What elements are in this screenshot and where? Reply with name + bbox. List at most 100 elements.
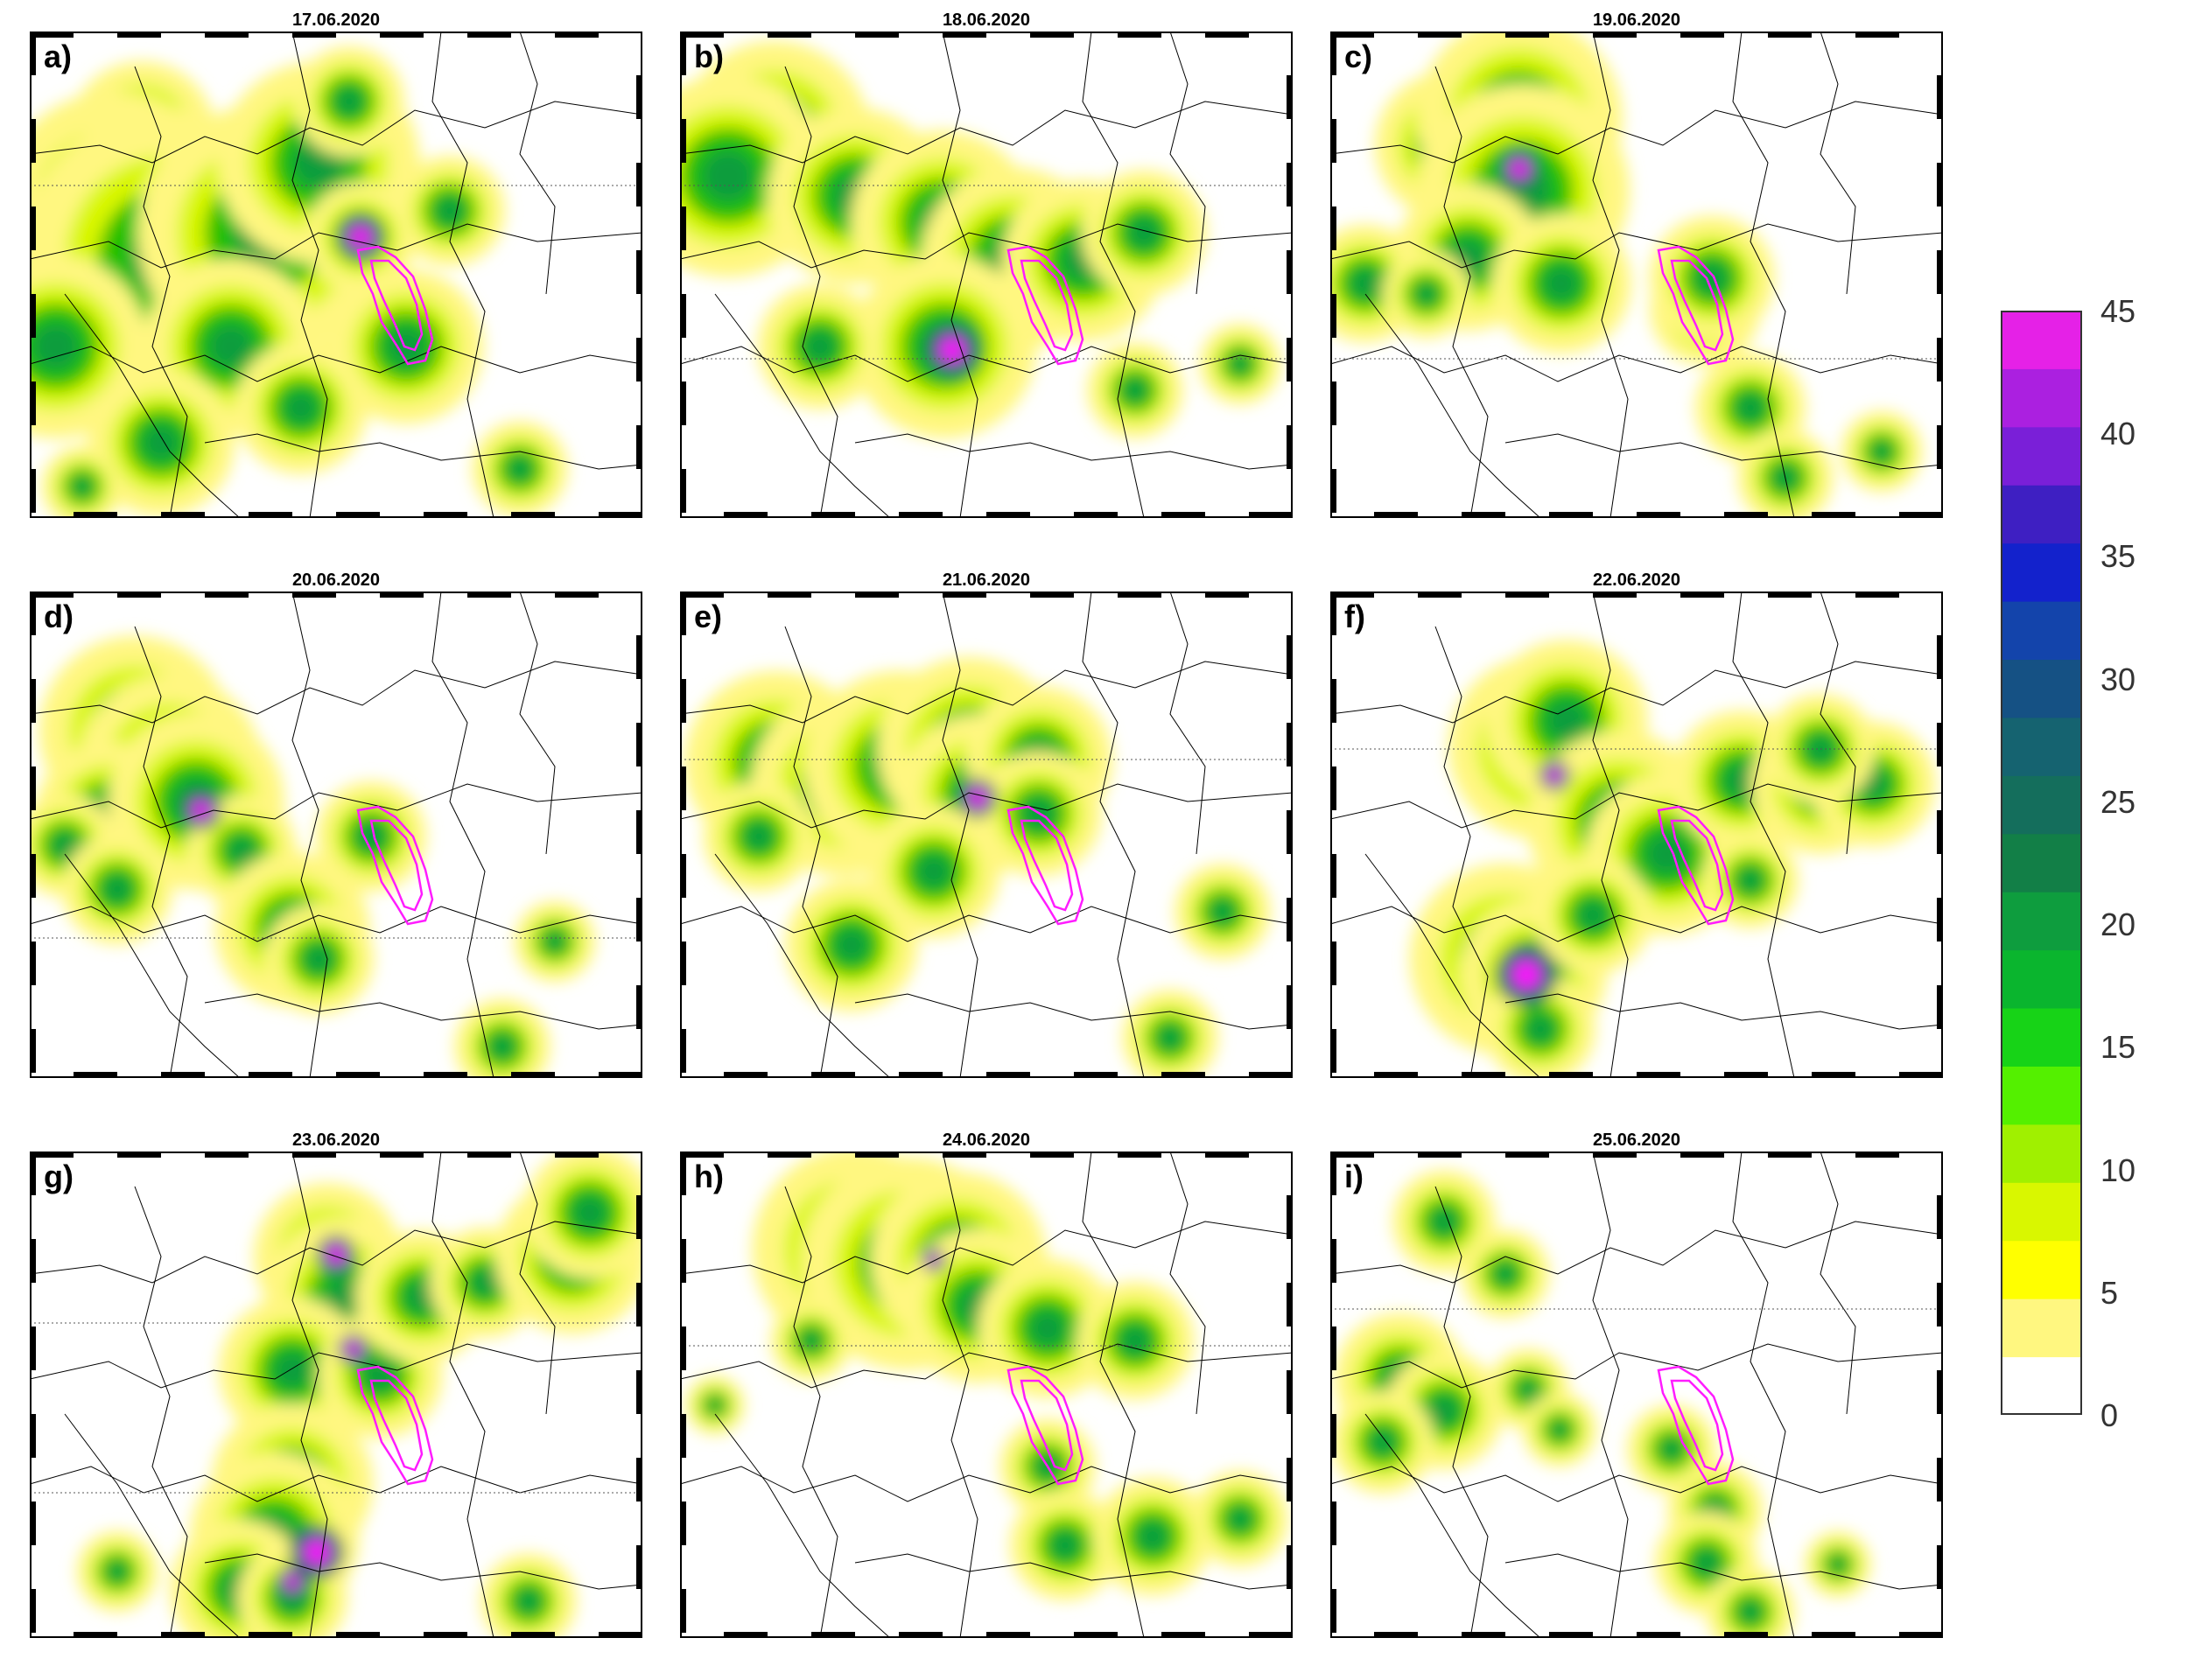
country-borders — [1330, 32, 1943, 518]
precipitation-cell — [785, 878, 918, 1012]
panel-letter: b) — [694, 38, 724, 74]
colorbar-step — [2001, 601, 2082, 661]
panel-letter: g) — [44, 1158, 74, 1194]
country-borders — [30, 32, 642, 518]
map-panel: 23.06.2020 g) — [30, 1130, 642, 1638]
colorbar-step — [2001, 1066, 2082, 1125]
panel-letter: c) — [1344, 38, 1373, 74]
map-frame-ticks — [1330, 32, 1943, 518]
colorbar-tick-label: 5 — [2100, 1274, 2119, 1311]
map-panel: 18.06.2020 b) — [680, 10, 1293, 518]
colorbar-tick-label: 30 — [2100, 661, 2136, 697]
colorbar-step — [2001, 1298, 2082, 1358]
panel-date-title: 22.06.2020 — [1592, 570, 1681, 590]
precipitation-cell — [41, 445, 123, 518]
precipitation-core — [922, 1248, 946, 1272]
panel-date-title: 24.06.2020 — [942, 1130, 1031, 1150]
precipitation-cell — [472, 421, 568, 517]
map-panel: 22.06.2020 f) — [1330, 570, 1943, 1078]
panel-letter: h) — [694, 1158, 724, 1194]
map-panel: 24.06.2020 h) — [680, 1130, 1293, 1638]
colorbar-step — [2001, 775, 2082, 835]
precipitation-core — [1500, 150, 1539, 188]
colorbar — [2001, 311, 2082, 1415]
precipitation-cell — [480, 1553, 577, 1638]
precipitation-core — [337, 214, 384, 261]
precipitation-cell — [1175, 864, 1271, 960]
precipitation-cell — [514, 900, 596, 983]
precipitation-cell — [523, 1152, 642, 1279]
map-panel: 21.06.2020 e) — [680, 570, 1293, 1078]
precipitation-cell — [1010, 1490, 1120, 1600]
colorbar-step — [2001, 1008, 2082, 1067]
precipitation-map — [680, 32, 1293, 518]
precipitation-map — [1330, 1152, 1943, 1638]
precipitation-cell — [704, 781, 814, 892]
precipitation-core — [1495, 943, 1558, 1006]
map-frame-ticks — [30, 1152, 642, 1638]
panel-letter: e) — [694, 598, 723, 634]
panel-date-title: 25.06.2020 — [1592, 1130, 1681, 1150]
map-frame-ticks — [1330, 1152, 1943, 1638]
colorbar-tick-label: 0 — [2100, 1397, 2119, 1433]
colorbar-step — [2001, 485, 2082, 544]
precipitation-cell — [757, 284, 883, 410]
map-frame-ticks — [680, 32, 1293, 518]
country-borders — [680, 32, 1293, 518]
country-borders — [680, 592, 1293, 1078]
map-panel: 19.06.2020 c) — [1330, 10, 1943, 518]
colorbar-step — [2001, 717, 2082, 776]
precipitation-cell — [1461, 1229, 1550, 1319]
panel-date-title: 20.06.2020 — [291, 570, 381, 590]
map-panel: 17.06.2020 a) — [30, 10, 642, 518]
colorbar-step — [2001, 892, 2082, 951]
country-borders — [1330, 592, 1943, 1078]
panel-date-title: 18.06.2020 — [942, 10, 1031, 30]
panel-date-title: 23.06.2020 — [291, 1130, 381, 1150]
colorbar-step — [2001, 659, 2082, 718]
precipitation-cell — [1382, 249, 1471, 339]
precipitation-cell — [685, 1376, 745, 1435]
map-frame-ticks — [30, 592, 642, 1078]
panel-letter: f) — [1344, 598, 1365, 634]
precipitation-core — [317, 1236, 355, 1274]
precipitation-cell — [76, 1530, 158, 1613]
precipitation-core — [338, 1334, 369, 1365]
precipitation-cell — [316, 781, 426, 892]
river-basin-outline — [1006, 805, 1084, 926]
precipitation-cell — [1765, 694, 1876, 804]
precipitation-cell — [1702, 832, 1799, 928]
river-basin-outline — [356, 1365, 434, 1486]
river-basin-outline — [356, 805, 434, 926]
colorbar-tick-label: 20 — [2100, 906, 2136, 943]
precipitation-cell — [1122, 990, 1218, 1078]
country-borders — [680, 1152, 1293, 1638]
colorbar-tick-label: 10 — [2100, 1152, 2136, 1188]
precipitation-map — [1330, 32, 1943, 518]
river-basin-outline — [1657, 1365, 1735, 1486]
panel-date-title: 17.06.2020 — [291, 10, 381, 30]
colorbar-step — [2001, 542, 2082, 602]
precipitation-core — [277, 1566, 308, 1598]
colorbar-step — [2001, 1356, 2082, 1415]
colorbar-step — [2001, 1182, 2082, 1242]
precipitation-cell — [770, 1299, 852, 1382]
panel-letter: d) — [44, 598, 74, 634]
precipitation-cell — [263, 904, 374, 1014]
river-basin-outline — [1657, 245, 1735, 366]
precipitation-cell — [1706, 1567, 1795, 1638]
precipitation-cell — [1392, 1170, 1496, 1273]
precipitation-core — [1539, 760, 1570, 791]
precipitation-core — [925, 323, 979, 377]
precipitation-cell — [1805, 1531, 1871, 1598]
map-frame-ticks — [680, 592, 1293, 1078]
precipitation-cell — [1087, 342, 1183, 438]
precipitation-cell — [1093, 1477, 1212, 1596]
precipitation-map — [680, 1152, 1293, 1638]
precipitation-cell — [1076, 1281, 1195, 1400]
precipitation-map — [680, 592, 1293, 1078]
colorbar-tick-label: 15 — [2100, 1029, 2136, 1066]
colorbar-step — [2001, 311, 2082, 369]
precipitation-cell — [1523, 1393, 1596, 1466]
panel-date-title: 19.06.2020 — [1592, 10, 1681, 30]
